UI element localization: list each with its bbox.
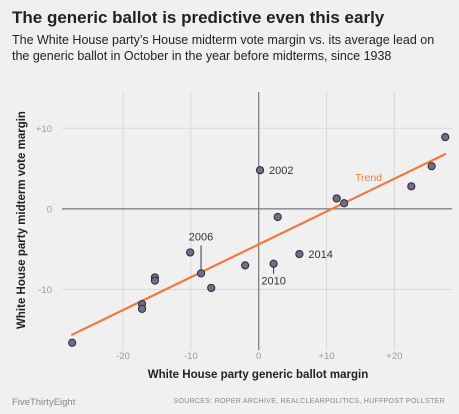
data-point <box>273 212 282 222</box>
x-tick-label: +10 <box>318 351 334 362</box>
data-point <box>295 249 304 259</box>
data-point <box>427 162 436 171</box>
point-labels: 2006 2002 2010 2014 <box>189 165 333 288</box>
point-label: 2002 <box>269 165 293 177</box>
point-label: 2010 <box>261 276 285 288</box>
sources-label: SOURCES: ROPER ARCHIVE, REALCLEARPOLITIC… <box>173 398 445 405</box>
tick-labels: -20 -10 0 +10 +20 +10 0 -10 <box>36 124 403 362</box>
x-tick-label: -20 <box>116 351 130 362</box>
y-tick-label: +10 <box>36 124 52 135</box>
data-point <box>196 269 206 278</box>
chart-subtitle: The White House party’s House midterm vo… <box>12 33 435 63</box>
x-tick-label: -10 <box>184 351 198 362</box>
x-tick-label: +20 <box>386 351 402 362</box>
data-point <box>150 276 160 285</box>
data-point <box>332 194 341 203</box>
point-label: 2006 <box>189 231 213 243</box>
y-tick-label: 0 <box>47 204 52 215</box>
y-tick-label: -10 <box>38 285 52 296</box>
data-point <box>441 133 450 142</box>
y-axis-label: White House party midterm vote margin <box>16 111 28 329</box>
data-point <box>269 259 278 268</box>
chart-title: The generic ballot is predictive even th… <box>12 8 385 27</box>
data-point <box>255 166 265 175</box>
data-point <box>407 182 416 191</box>
data-point <box>186 248 195 257</box>
data-point <box>207 283 216 293</box>
grid-lines <box>62 92 452 350</box>
trend-line <box>71 152 447 336</box>
x-axis-label: White House party generic ballot margin <box>148 369 368 381</box>
data-points <box>68 133 450 347</box>
trend-line-group: Trend <box>71 152 447 336</box>
data-point <box>68 338 77 347</box>
zero-axes <box>62 92 452 350</box>
x-tick-label: 0 <box>256 351 261 362</box>
point-label: 2014 <box>308 249 332 261</box>
data-point <box>241 261 250 270</box>
trend-label: Trend <box>355 172 382 184</box>
data-point <box>137 304 147 313</box>
data-point <box>340 199 349 208</box>
brand-label: FiveThirtyEight <box>12 397 76 408</box>
